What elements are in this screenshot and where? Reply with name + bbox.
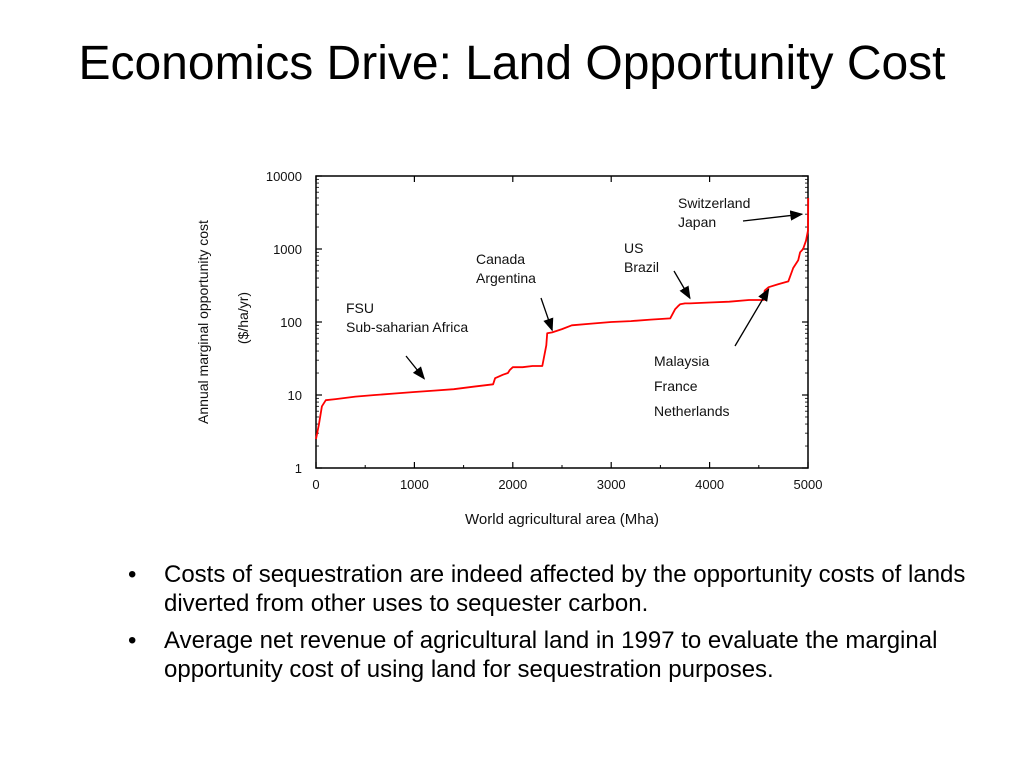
y-axis-label-line1: Annual marginal opportunity cost <box>195 220 211 424</box>
annotation-label: Canada <box>476 251 525 267</box>
annotation-label: Japan <box>678 214 716 230</box>
y-axis-label-line2: ($/ha/yr) <box>235 292 251 344</box>
bullet-list: • Costs of sequestration are indeed affe… <box>128 560 978 692</box>
annotation-arrow <box>540 297 554 332</box>
bullet-item: • Average net revenue of agricultural la… <box>128 626 978 684</box>
x-tick-label: 4000 <box>695 477 724 492</box>
series-line <box>315 197 810 440</box>
annotation-label: France <box>654 378 698 394</box>
annotation-arrow <box>673 270 691 300</box>
y-tick-label: 100 <box>280 315 302 330</box>
y-tick-label: 10 <box>288 388 302 403</box>
y-tick-label: 10000 <box>266 169 302 184</box>
x-tick-label: 0 <box>312 477 319 492</box>
x-tick-label: 5000 <box>794 477 823 492</box>
bullet-text: Average net revenue of agricultural land… <box>164 627 938 683</box>
x-axis-label: World agricultural area (Mha) <box>465 511 659 528</box>
annotation-arrow <box>405 355 426 380</box>
bullet-item: • Costs of sequestration are indeed affe… <box>128 560 978 618</box>
annotation-label: Brazil <box>624 259 659 275</box>
annotation-label: FSU <box>346 300 374 316</box>
annotation-label: Sub-saharian Africa <box>346 319 468 335</box>
annotation-arrow <box>734 288 770 347</box>
bullet-text: Costs of sequestration are indeed affect… <box>164 561 966 617</box>
y-tick-label: 1000 <box>273 242 302 257</box>
annotation-arrow <box>742 210 804 222</box>
x-tick-label: 3000 <box>597 477 626 492</box>
bullet-marker: • <box>128 561 137 588</box>
annotation-label: Argentina <box>476 270 536 286</box>
bullet-marker: • <box>128 627 137 654</box>
annotation-label: US <box>624 240 643 256</box>
x-tick-label: 1000 <box>400 477 429 492</box>
y-tick-label: 1 <box>295 461 302 476</box>
x-tick-label: 2000 <box>498 477 527 492</box>
annotation-label: Netherlands <box>654 403 730 419</box>
annotation-label: Switzerland <box>678 195 750 211</box>
annotation-label: Malaysia <box>654 353 709 369</box>
slide-title: Economics Drive: Land Opportunity Cost <box>78 37 946 90</box>
